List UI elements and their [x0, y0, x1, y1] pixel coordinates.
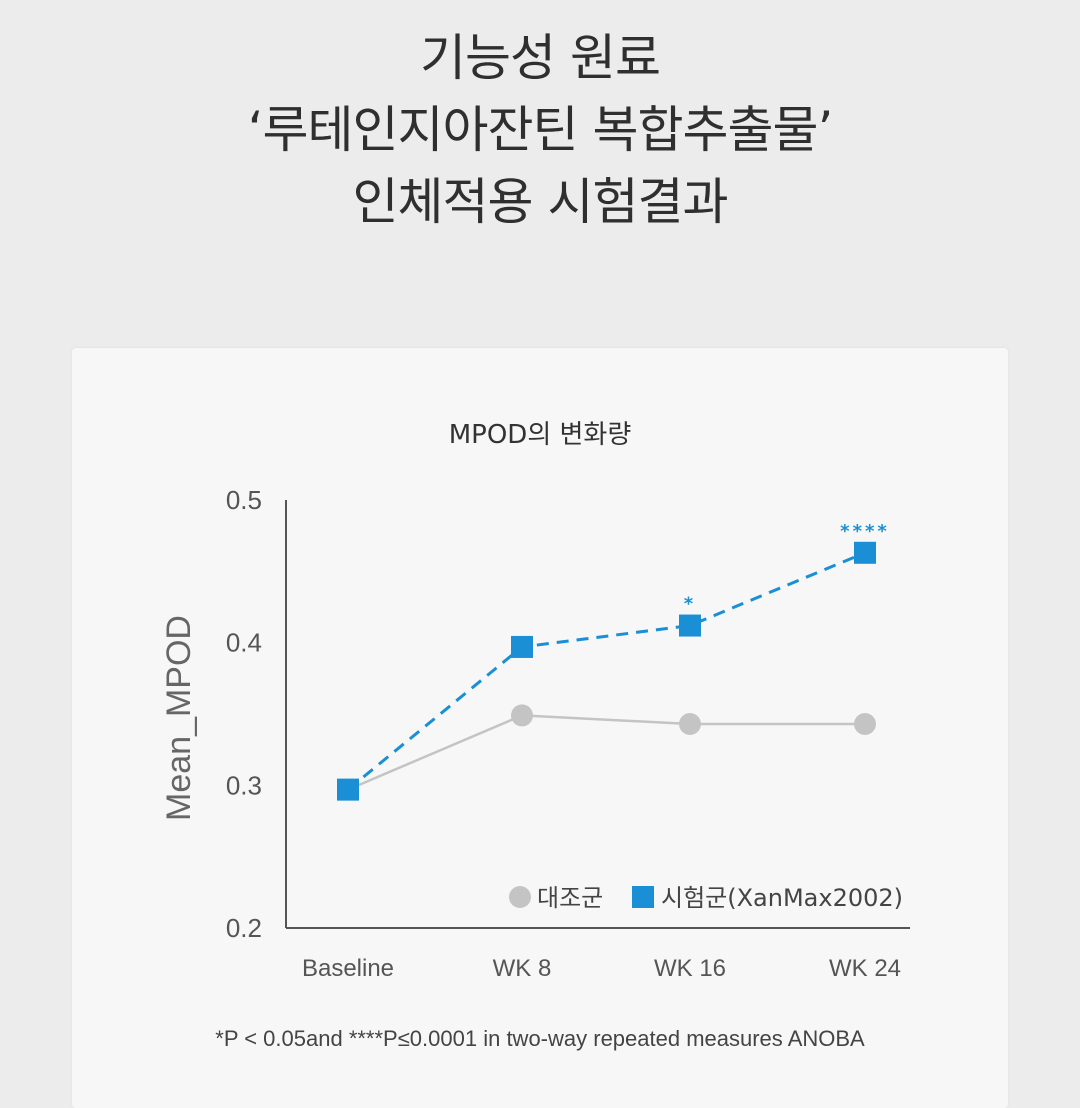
significance-marker: *: [684, 594, 696, 615]
chart-legend: 대조군 시험군(XanMax2002): [509, 884, 903, 912]
legend-marker-test: [632, 886, 654, 908]
y-tick-label: 0.5: [226, 485, 262, 515]
data-point-test: [679, 614, 701, 637]
legend-marker-control: [509, 886, 531, 908]
data-point-test: [337, 778, 359, 801]
header-line-1: 기능성 원료: [420, 29, 661, 87]
chart-series: *****: [337, 521, 890, 801]
x-tick-label: WK 24: [829, 955, 901, 982]
page-header: 기능성 원료 ‘루테인지아잔틴 복합추출물’ 인체적용 시험결과: [0, 22, 1080, 238]
legend-label-control: 대조군: [537, 884, 603, 912]
y-tick-label: 0.3: [226, 770, 262, 800]
header-line-2: ‘루테인지아잔틴 복합추출물’: [247, 101, 834, 159]
x-tick-label: Baseline: [302, 955, 394, 982]
data-point-test: [854, 541, 876, 564]
chart-axes: 0.2 0.3 0.4 0.5 Baseline WK 8 WK 16 WK 24 Mean_M…: [160, 485, 910, 982]
data-point-control: [854, 712, 876, 735]
series-line-1: [347, 714, 865, 791]
data-point-control: [679, 712, 701, 735]
legend-label-test: 시험군(XanMax2002): [661, 884, 903, 912]
x-tick-label: WK 8: [493, 955, 552, 982]
chart-card: [72, 348, 1008, 1108]
chart-title: MPOD의 변화량: [448, 420, 632, 450]
y-axis-label: Mean_MPOD: [160, 615, 198, 821]
significance-footnote: *P < 0.05and ****P≤0.0001 in two-way rep…: [215, 1026, 865, 1051]
y-tick-label: 0.4: [226, 628, 262, 658]
x-tick-label: WK 16: [654, 955, 726, 982]
significance-marker: ****: [840, 521, 890, 542]
data-point-test: [511, 635, 533, 658]
y-tick-label: 0.2: [226, 913, 262, 943]
data-point-control: [511, 704, 533, 727]
header-line-3: 인체적용 시험결과: [352, 173, 729, 231]
mpod-line-chart: 0.2 0.3 0.4 0.5 Baseline WK 8 WK 16 WK 24 Mean_M…: [160, 485, 910, 982]
series-line-2: [347, 551, 866, 791]
